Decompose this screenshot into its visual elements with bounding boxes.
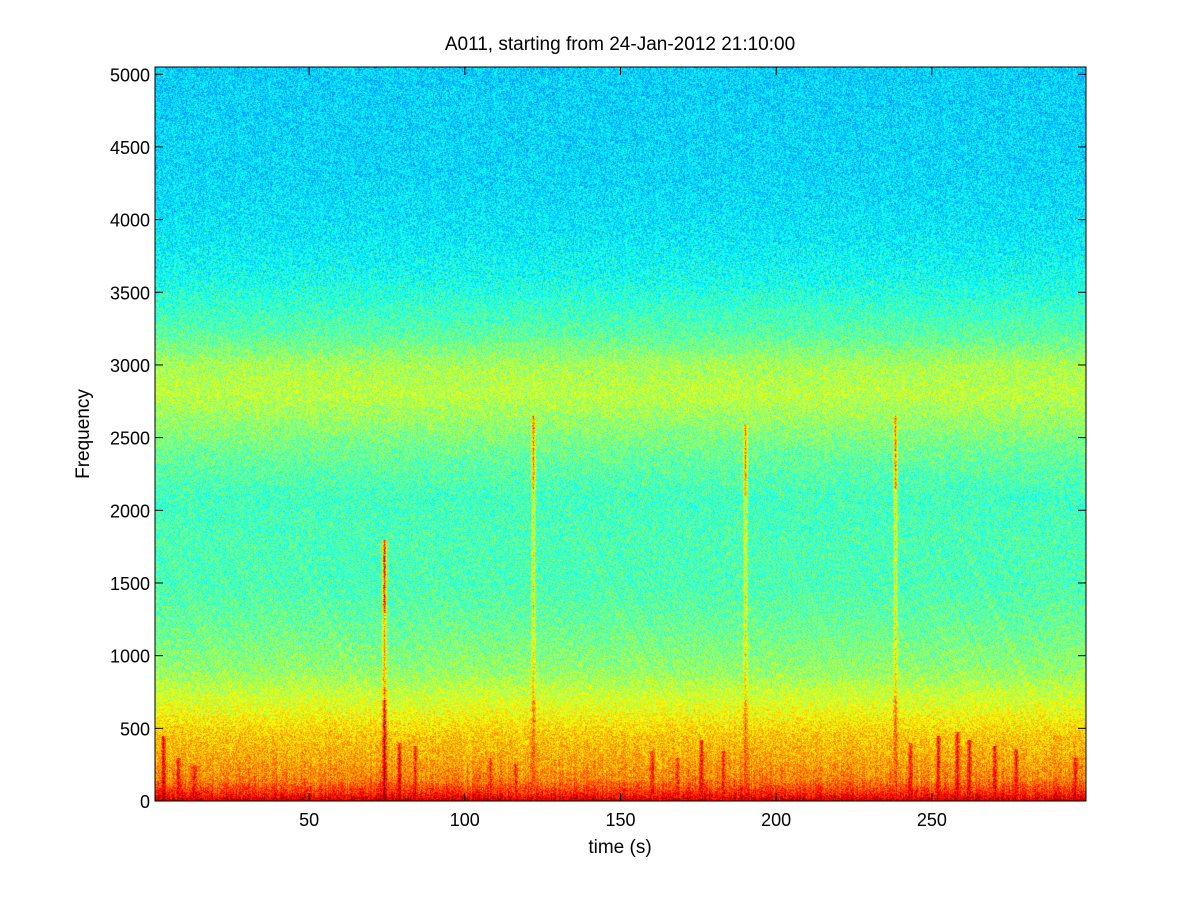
plot-frame — [154, 66, 1087, 802]
y-axis-label: Frequency — [73, 389, 94, 479]
y-tick-label: 2000 — [110, 501, 150, 521]
y-tick-label: 4000 — [110, 211, 150, 231]
x-tick-label: 50 — [299, 810, 319, 830]
y-tick-label: 2500 — [110, 429, 150, 449]
x-tick-label: 200 — [761, 810, 791, 830]
y-tick-label: 1500 — [110, 574, 150, 594]
x-axis-label: time (s) — [588, 837, 651, 858]
y-tick-label: 4500 — [110, 138, 150, 158]
x-tick-label: 250 — [917, 810, 947, 830]
y-tick-label: 3000 — [110, 356, 150, 376]
x-tick-label: 100 — [450, 810, 480, 830]
spectrogram-image — [155, 67, 1086, 801]
y-tick-label: 3500 — [110, 283, 150, 303]
y-tick-label: 5000 — [110, 65, 150, 85]
chart-title: A011, starting from 24-Jan-2012 21:10:00 — [445, 34, 795, 55]
y-tick-label: 1000 — [110, 647, 150, 667]
y-tick-label: 500 — [120, 719, 150, 739]
y-axis-ticks: 0 500 1000 1500 2000 2500 3000 3500 4000 4500 5000 — [110, 65, 1086, 812]
x-axis-ticks: 50 100 150 200 250 — [299, 67, 947, 830]
x-tick-label: 150 — [605, 810, 635, 830]
y-tick-label: 0 — [140, 792, 150, 812]
